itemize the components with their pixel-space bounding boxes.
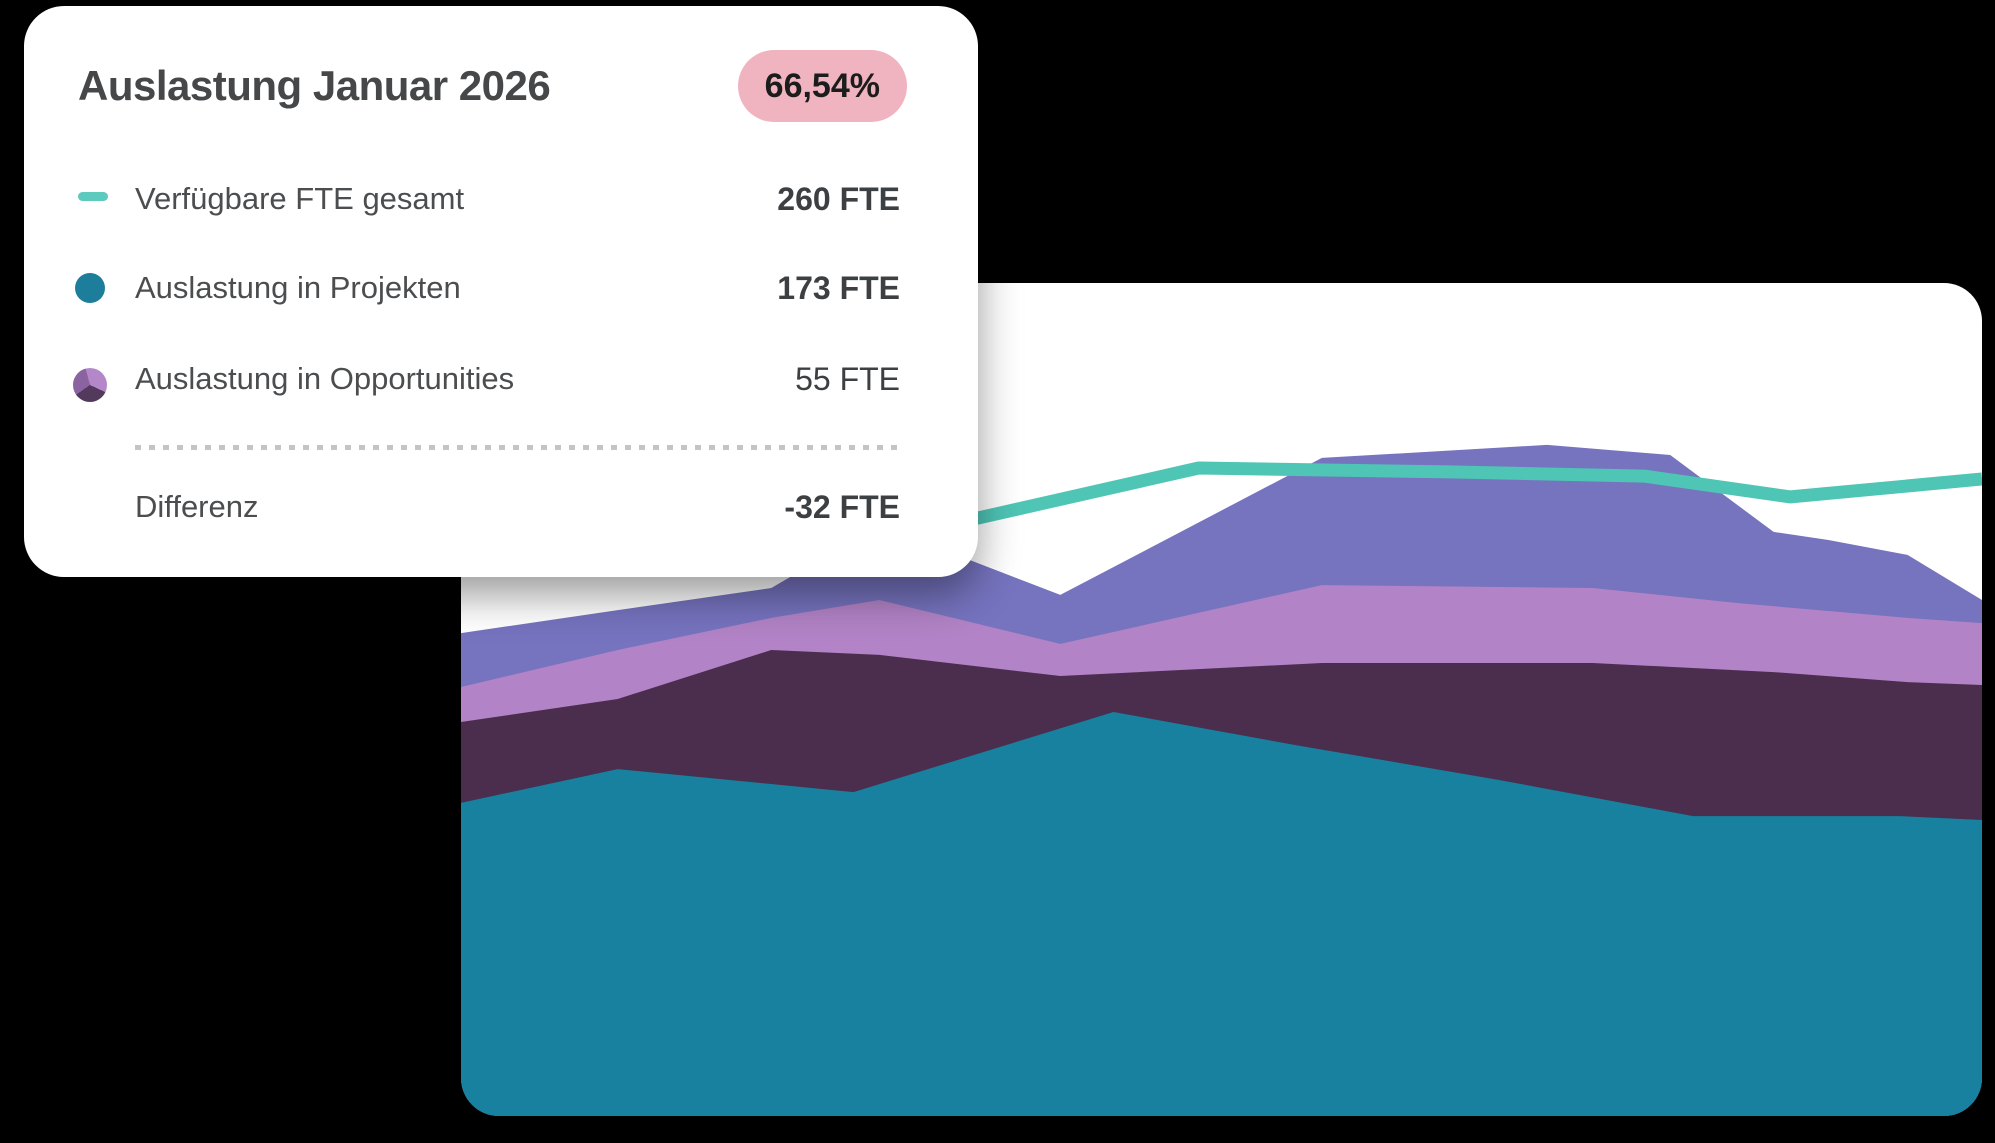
legend-label: Verfügbare FTE gesamt [135,181,465,216]
band-teal-area [461,712,1982,1116]
legend-label: Auslastung in Projekten [135,270,461,305]
chart-canvas[interactable] [461,283,1982,1116]
legend-label: Auslastung in Opportunities [135,361,515,396]
tooltip-title: Auslastung Januar 2026 [78,62,551,109]
legend-row-available: Verfügbare FTE gesamt 260 FTE [24,177,978,221]
legend-value: 173 FTE [777,270,900,306]
legend-row-opportunities: Auslastung in Opportunities 55 FTE [24,357,978,401]
stacked-area-chart [461,444,1982,1116]
utilization-badge: 66,54% [737,50,907,122]
difference-row: Differenz -32 FTE [24,485,978,529]
dotted-divider [135,445,900,450]
chart-card [461,283,1982,1116]
projects-dot-icon [75,273,105,303]
legend-value: 260 FTE [777,181,900,217]
legend-value: 55 FTE [795,361,900,397]
difference-value: -32 FTE [784,489,900,525]
tooltip-card: Auslastung Januar 2026 66,54% Verfügbare… [24,6,978,577]
legend-row-projects: Auslastung in Projekten 173 FTE [24,266,978,310]
opportunities-pie-icon [73,368,107,402]
line-dash-icon [78,192,108,201]
line-available [949,461,1982,530]
difference-label: Differenz [135,489,259,524]
